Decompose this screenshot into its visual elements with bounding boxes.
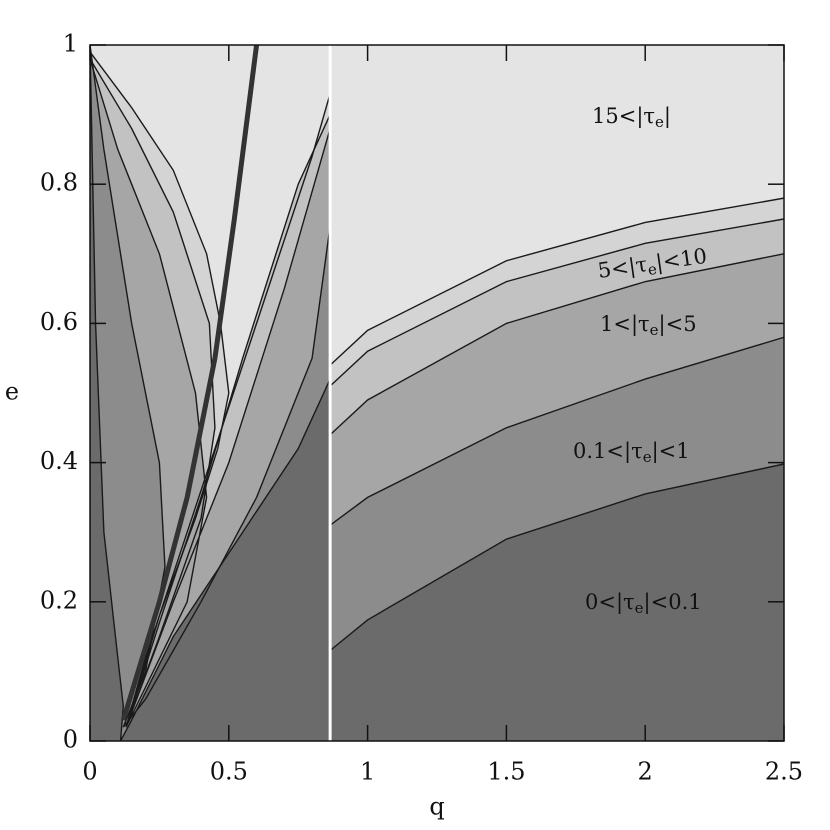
region-label: 1<|τe|<5 — [600, 312, 697, 340]
label-tail: |<0.1 — [644, 590, 702, 615]
y-tick-label: 0 — [63, 726, 78, 754]
label-tail: | — [664, 104, 671, 129]
label-subscript: e — [647, 260, 658, 279]
label-text: 1<|τ — [600, 312, 650, 337]
x-tick-label: 1 — [360, 758, 375, 786]
label-text: 0.1<|τ — [573, 439, 643, 464]
region-label: 0<|τe|<0.1 — [585, 590, 702, 618]
label-subscript: e — [655, 113, 664, 131]
plot — [90, 45, 784, 741]
label-tail: |<5 — [659, 312, 697, 337]
region — [330, 463, 784, 741]
x-axis-label: q — [429, 793, 444, 821]
boundary-line — [90, 58, 784, 728]
label-text: 15<|τ — [592, 104, 655, 129]
label-text: 0<|τ — [585, 590, 635, 615]
region-label: 15<|τe| — [592, 104, 671, 132]
y-tick-label: 0.4 — [40, 447, 78, 475]
x-tick-label: 1.5 — [487, 758, 525, 786]
thick-line — [120, 45, 260, 721]
label-subscript: e — [643, 448, 652, 466]
y-tick-label: 1 — [63, 30, 78, 58]
y-axis-label: e — [5, 378, 19, 406]
region-label: 0.1<|τe|<1 — [573, 439, 690, 467]
label-tail: |<1 — [652, 439, 690, 464]
plot-frame — [89, 44, 785, 742]
region — [90, 45, 331, 741]
y-tick-label: 0.8 — [40, 169, 78, 197]
y-tick-label: 0.6 — [40, 308, 78, 336]
label-subscript: e — [650, 321, 659, 339]
label-subscript: e — [635, 599, 644, 617]
x-tick-label: 2.5 — [765, 758, 803, 786]
x-tick-label: 2 — [638, 758, 653, 786]
x-tick-label: 0.5 — [210, 758, 248, 786]
y-tick-label: 0.2 — [40, 586, 78, 614]
x-tick-label: 0 — [82, 758, 97, 786]
boundary-line — [90, 45, 784, 728]
boundary-line — [90, 58, 784, 728]
